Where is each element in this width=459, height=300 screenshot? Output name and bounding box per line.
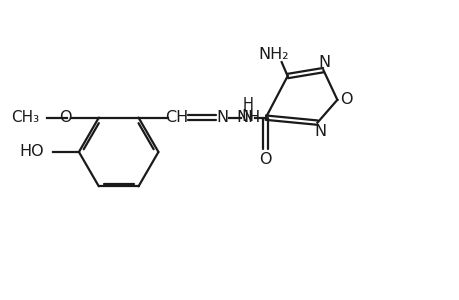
Text: N: N <box>241 109 253 124</box>
Text: O: O <box>259 152 271 167</box>
Text: N: N <box>313 124 326 139</box>
Text: N: N <box>216 110 228 125</box>
Text: N: N <box>318 55 330 70</box>
Text: NH: NH <box>236 110 260 125</box>
Text: CH: CH <box>164 110 188 125</box>
Text: HO: HO <box>19 145 44 160</box>
Text: O: O <box>339 92 352 107</box>
Text: H: H <box>242 97 253 112</box>
Text: O: O <box>59 110 71 125</box>
Text: NH₂: NH₂ <box>258 47 288 62</box>
Text: CH₃: CH₃ <box>11 110 39 125</box>
